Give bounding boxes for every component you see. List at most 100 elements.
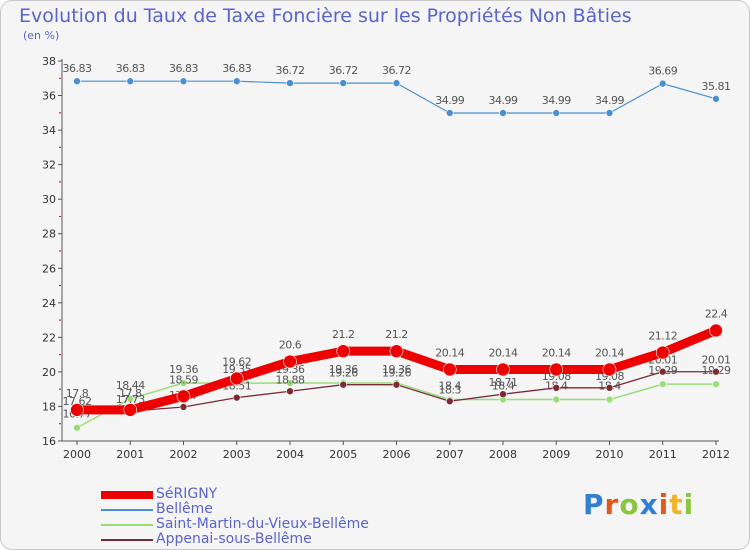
data-label-saint-martin-du-vieux-belleme: 18.44 bbox=[116, 379, 145, 392]
data-point-serigny bbox=[229, 371, 244, 386]
y-tick-label: 32 bbox=[42, 159, 56, 172]
data-point-appenai-sous-belleme bbox=[499, 390, 507, 398]
data-label-saint-martin-du-vieux-belleme: 19.36 bbox=[382, 363, 411, 376]
data-point-belleme bbox=[73, 77, 81, 86]
y-tick-label: 18 bbox=[42, 400, 56, 413]
data-label-serigny: 20.14 bbox=[595, 346, 624, 359]
x-tick-label: 2005 bbox=[329, 448, 357, 461]
data-label-serigny: 19.62 bbox=[222, 355, 251, 368]
x-tick-label: 2004 bbox=[276, 448, 304, 461]
data-point-serigny bbox=[549, 362, 564, 377]
x-tick-label: 2007 bbox=[436, 448, 464, 461]
data-label-appenai-sous-belleme: 18.88 bbox=[276, 373, 305, 386]
data-label-appenai-sous-belleme: 19.26 bbox=[382, 367, 411, 380]
data-label-serigny: 20.14 bbox=[435, 346, 464, 359]
x-tick-label: 2000 bbox=[63, 448, 91, 461]
data-label-belleme: 34.99 bbox=[595, 94, 624, 107]
y-tick-label: 34 bbox=[42, 124, 56, 137]
data-point-belleme bbox=[445, 109, 454, 117]
data-point-belleme bbox=[605, 109, 614, 117]
data-label-belleme: 34.99 bbox=[435, 94, 464, 107]
x-tick-label: 2003 bbox=[223, 448, 251, 461]
data-point-belleme bbox=[286, 79, 294, 87]
data-label-serigny: 21.12 bbox=[648, 330, 677, 343]
data-label-serigny: 20.6 bbox=[279, 339, 302, 352]
data-label-serigny: 17.8 bbox=[66, 387, 89, 400]
data-label-appenai-sous-belleme: 20.01 bbox=[702, 354, 731, 367]
data-label-belleme: 36.72 bbox=[276, 64, 305, 77]
legend-item: Saint-Martin-du-Vieux-Bellême bbox=[101, 516, 401, 532]
x-tick-label: 2010 bbox=[596, 448, 624, 461]
logo-letter: r bbox=[604, 488, 620, 521]
data-label-belleme: 36.83 bbox=[63, 62, 92, 75]
data-label-belleme: 35.81 bbox=[702, 80, 731, 93]
data-point-appenai-sous-belleme bbox=[339, 380, 348, 389]
data-label-serigny: 22.4 bbox=[705, 307, 728, 320]
data-point-serigny bbox=[389, 344, 404, 358]
y-tick-label: 30 bbox=[42, 193, 56, 206]
y-tick-label: 16 bbox=[42, 435, 56, 448]
data-point-belleme bbox=[179, 77, 188, 86]
data-label-belleme: 34.99 bbox=[542, 94, 571, 107]
data-point-serigny bbox=[496, 362, 510, 377]
data-label-serigny: 21.2 bbox=[332, 328, 355, 341]
data-point-belleme bbox=[392, 79, 401, 87]
legend: SéRIGNY Bellême Saint-Martin-du-Vieux-Bell… bbox=[101, 486, 401, 547]
x-tick-label: 2009 bbox=[542, 448, 570, 461]
legend-item: SéRIGNY bbox=[101, 486, 401, 502]
x-tick-label: 2002 bbox=[170, 448, 198, 461]
data-point-serigny bbox=[123, 403, 138, 417]
data-label-belleme: 36.83 bbox=[116, 62, 145, 75]
x-tick-label: 2008 bbox=[489, 448, 517, 461]
y-tick-label: 22 bbox=[42, 331, 56, 344]
data-point-saint-martin-du-vieux-belleme bbox=[73, 423, 81, 432]
x-tick-label: 2012 bbox=[702, 448, 730, 461]
data-label-saint-martin-du-vieux-belleme: 18.4 bbox=[439, 380, 462, 393]
logo-letter: x bbox=[639, 488, 659, 521]
data-point-appenai-sous-belleme bbox=[712, 367, 720, 376]
data-point-serigny bbox=[176, 389, 191, 404]
data-point-serigny bbox=[442, 362, 457, 377]
data-point-appenai-sous-belleme bbox=[445, 397, 454, 406]
legend-swatch bbox=[101, 491, 153, 499]
data-label-belleme: 36.72 bbox=[382, 64, 411, 77]
legend-label: Appenai-sous-Bellême bbox=[156, 531, 312, 547]
data-point-appenai-sous-belleme bbox=[232, 393, 241, 402]
data-label-appenai-sous-belleme: 17.73 bbox=[116, 393, 145, 406]
data-point-appenai-sous-belleme bbox=[179, 403, 188, 411]
logo-letter: o bbox=[619, 488, 640, 521]
data-point-appenai-sous-belleme bbox=[392, 380, 401, 389]
data-label-saint-martin-du-vieux-belleme: 19.36 bbox=[329, 363, 358, 376]
data-point-serigny bbox=[70, 403, 84, 417]
y-tick-label: 36 bbox=[42, 90, 56, 103]
x-tick-label: 2001 bbox=[116, 448, 144, 461]
chart-subtitle: (en %) bbox=[23, 29, 60, 42]
legend-label: Bellême bbox=[156, 501, 213, 517]
y-tick-label: 26 bbox=[42, 262, 56, 275]
data-label-saint-martin-du-vieux-belleme: 19.36 bbox=[169, 363, 198, 376]
data-label-appenai-sous-belleme: 17.62 bbox=[63, 395, 92, 408]
proxiti-logo: Proxiti bbox=[583, 488, 694, 521]
data-label-belleme: 36.72 bbox=[329, 64, 358, 77]
legend-item: Bellême bbox=[101, 501, 401, 517]
logo-letter: i bbox=[658, 488, 670, 521]
x-tick-label: 2011 bbox=[649, 448, 677, 461]
data-label-serigny: 21.2 bbox=[385, 328, 408, 341]
legend-swatch bbox=[101, 539, 153, 541]
data-label-serigny: 18.59 bbox=[169, 373, 198, 386]
data-point-belleme bbox=[232, 77, 241, 86]
data-label-belleme: 36.83 bbox=[222, 62, 251, 75]
data-point-belleme bbox=[552, 109, 561, 117]
data-label-serigny: 20.14 bbox=[542, 346, 571, 359]
legend-swatch bbox=[101, 524, 153, 526]
data-point-belleme bbox=[712, 95, 720, 103]
data-label-appenai-sous-belleme: 18.3 bbox=[439, 383, 462, 396]
legend-item: Appenai-sous-Bellême bbox=[101, 531, 401, 547]
chart-title: Evolution du Taux de Taxe Foncière sur l… bbox=[19, 5, 632, 27]
legend-label: Saint-Martin-du-Vieux-Bellême bbox=[156, 516, 369, 532]
data-point-belleme bbox=[126, 77, 135, 86]
data-point-saint-martin-du-vieux-belleme bbox=[126, 395, 135, 403]
data-point-appenai-sous-belleme bbox=[605, 383, 614, 392]
data-label-serigny: 20.14 bbox=[489, 346, 518, 359]
